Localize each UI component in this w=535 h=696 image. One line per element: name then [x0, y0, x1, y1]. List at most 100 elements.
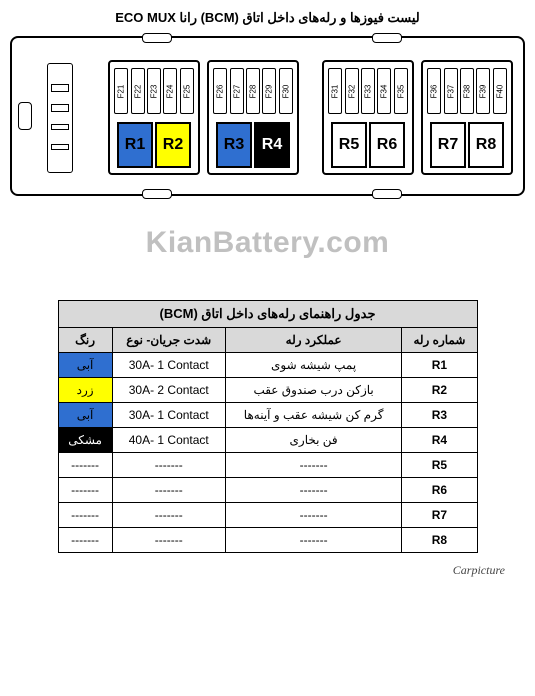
- fuse: F21: [114, 68, 128, 114]
- slot-block: F31 F32 F33 F34 F35 R5R6: [322, 60, 414, 175]
- fuse: F38: [460, 68, 474, 114]
- relay-current-cell: -------: [112, 453, 225, 478]
- fuse: F26: [213, 68, 227, 114]
- relay: R8: [468, 122, 504, 168]
- fuse-label: F32: [347, 84, 356, 98]
- fuse-label: F37: [446, 84, 455, 98]
- relay: R3: [216, 122, 252, 168]
- relay: R1: [117, 122, 153, 168]
- relay-current-cell: -------: [112, 478, 225, 503]
- relay-color-cell: -------: [58, 528, 112, 553]
- fuse-label: F36: [430, 84, 439, 98]
- relay: R5: [331, 122, 367, 168]
- relay-current-cell: 30A- 1 Contact: [112, 403, 225, 428]
- housing-tab: [142, 33, 172, 43]
- fuse: F30: [279, 68, 293, 114]
- fuse: F25: [180, 68, 194, 114]
- relay-number-cell: R4: [402, 428, 477, 453]
- relay-current-cell: -------: [112, 503, 225, 528]
- fuse-label: F22: [133, 84, 142, 98]
- table-header-cell: شدت جريان- نوع: [112, 328, 225, 353]
- fuse: F33: [361, 68, 375, 114]
- relay: R2: [155, 122, 191, 168]
- fuse-label: F38: [462, 84, 471, 98]
- table-row: R4فن بخاری40A- 1 Contactمشكی: [58, 428, 477, 453]
- relay-number-cell: R1: [402, 353, 477, 378]
- relay-number-cell: R2: [402, 378, 477, 403]
- housing-tab: [372, 33, 402, 43]
- page-title: لیست فیوزها و رله‌های داخل اتاق (BCM) را…: [10, 10, 525, 26]
- relay-current-cell: -------: [112, 528, 225, 553]
- relay-color-cell: زرد: [58, 378, 112, 403]
- fuse: F27: [230, 68, 244, 114]
- housing-connector: [47, 63, 73, 173]
- slot-block: F26F27F28F29F30R3R4: [207, 60, 299, 175]
- relay-number-cell: R8: [402, 528, 477, 553]
- slot-block: F21 F22 F23 F24 F25 R1R2: [108, 60, 200, 175]
- table-header-cell: عملكرد رله: [225, 328, 402, 353]
- table-caption: جدول راهنمای رله‌های داخل اتاق (BCM): [58, 301, 477, 328]
- relay-function-cell: بازكن درب صندوق عقب: [225, 378, 402, 403]
- fuse: F31: [328, 68, 342, 114]
- fuse-label: F26: [216, 84, 225, 98]
- slot-block: F36 F37 F38 F39 F40 R7R8: [421, 60, 513, 175]
- relay-function-cell: -------: [225, 503, 402, 528]
- fuse: F39: [476, 68, 490, 114]
- watermark-text: KianBattery.com: [10, 226, 525, 260]
- table-row: R3گرم كن شيشه عقب و آينه‌ها30A- 1 Contac…: [58, 403, 477, 428]
- relay: R6: [369, 122, 405, 168]
- fuse-label: F28: [248, 84, 257, 98]
- relay-current-cell: 30A- 1 Contact: [112, 353, 225, 378]
- relay-number-cell: R7: [402, 503, 477, 528]
- fuse: F37: [444, 68, 458, 114]
- table-row: R2بازكن درب صندوق عقب30A- 2 Contactزرد: [58, 378, 477, 403]
- housing-tab: [372, 189, 402, 199]
- relay-function-cell: -------: [225, 453, 402, 478]
- relay-current-cell: 30A- 2 Contact: [112, 378, 225, 403]
- fuse: F35: [394, 68, 408, 114]
- housing-hole: [18, 102, 32, 130]
- fuse-label: F30: [281, 84, 290, 98]
- relay-number-cell: R6: [402, 478, 477, 503]
- table-header-cell: شماره رله: [402, 328, 477, 353]
- fuse: F34: [377, 68, 391, 114]
- table-row: R8---------------------: [58, 528, 477, 553]
- fuse: F24: [163, 68, 177, 114]
- fuse: F36: [427, 68, 441, 114]
- fuse: F23: [147, 68, 161, 114]
- footer-credit: Carpicture: [10, 563, 525, 578]
- relay-function-cell: پمپ شيشه شوی: [225, 353, 402, 378]
- table-row: R7---------------------: [58, 503, 477, 528]
- fuse-label: F29: [265, 84, 274, 98]
- fuse-label: F24: [166, 84, 175, 98]
- relay-function-cell: فن بخاری: [225, 428, 402, 453]
- table-header-cell: رنگ: [58, 328, 112, 353]
- relay-color-cell: -------: [58, 453, 112, 478]
- fuse-label: F35: [396, 84, 405, 98]
- fuse-label: F27: [232, 84, 241, 98]
- relay-function-cell: گرم كن شيشه عقب و آينه‌ها: [225, 403, 402, 428]
- fuse-label: F34: [380, 84, 389, 98]
- fuse-label: F31: [331, 84, 340, 98]
- fuse: F22: [131, 68, 145, 114]
- relay-function-cell: -------: [225, 478, 402, 503]
- table-row: R6---------------------: [58, 478, 477, 503]
- fuse-label: F21: [117, 84, 126, 98]
- fuse-label: F25: [182, 84, 191, 98]
- fuse: F32: [345, 68, 359, 114]
- relay-function-cell: -------: [225, 528, 402, 553]
- relay-current-cell: 40A- 1 Contact: [112, 428, 225, 453]
- fuse-label: F23: [149, 84, 158, 98]
- relay-guide-table: جدول راهنمای رله‌های داخل اتاق (BCM) شما…: [58, 300, 478, 553]
- fuse: F29: [262, 68, 276, 114]
- relay-number-cell: R3: [402, 403, 477, 428]
- relay-color-cell: آبی: [58, 353, 112, 378]
- table-row: R1پمپ شيشه شوی30A- 1 Contactآبی: [58, 353, 477, 378]
- relay-color-cell: -------: [58, 503, 112, 528]
- fuse: F28: [246, 68, 260, 114]
- fuse-label: F33: [363, 84, 372, 98]
- relay-color-cell: آبی: [58, 403, 112, 428]
- relay-number-cell: R5: [402, 453, 477, 478]
- fuse-label: F40: [495, 84, 504, 98]
- relay: R7: [430, 122, 466, 168]
